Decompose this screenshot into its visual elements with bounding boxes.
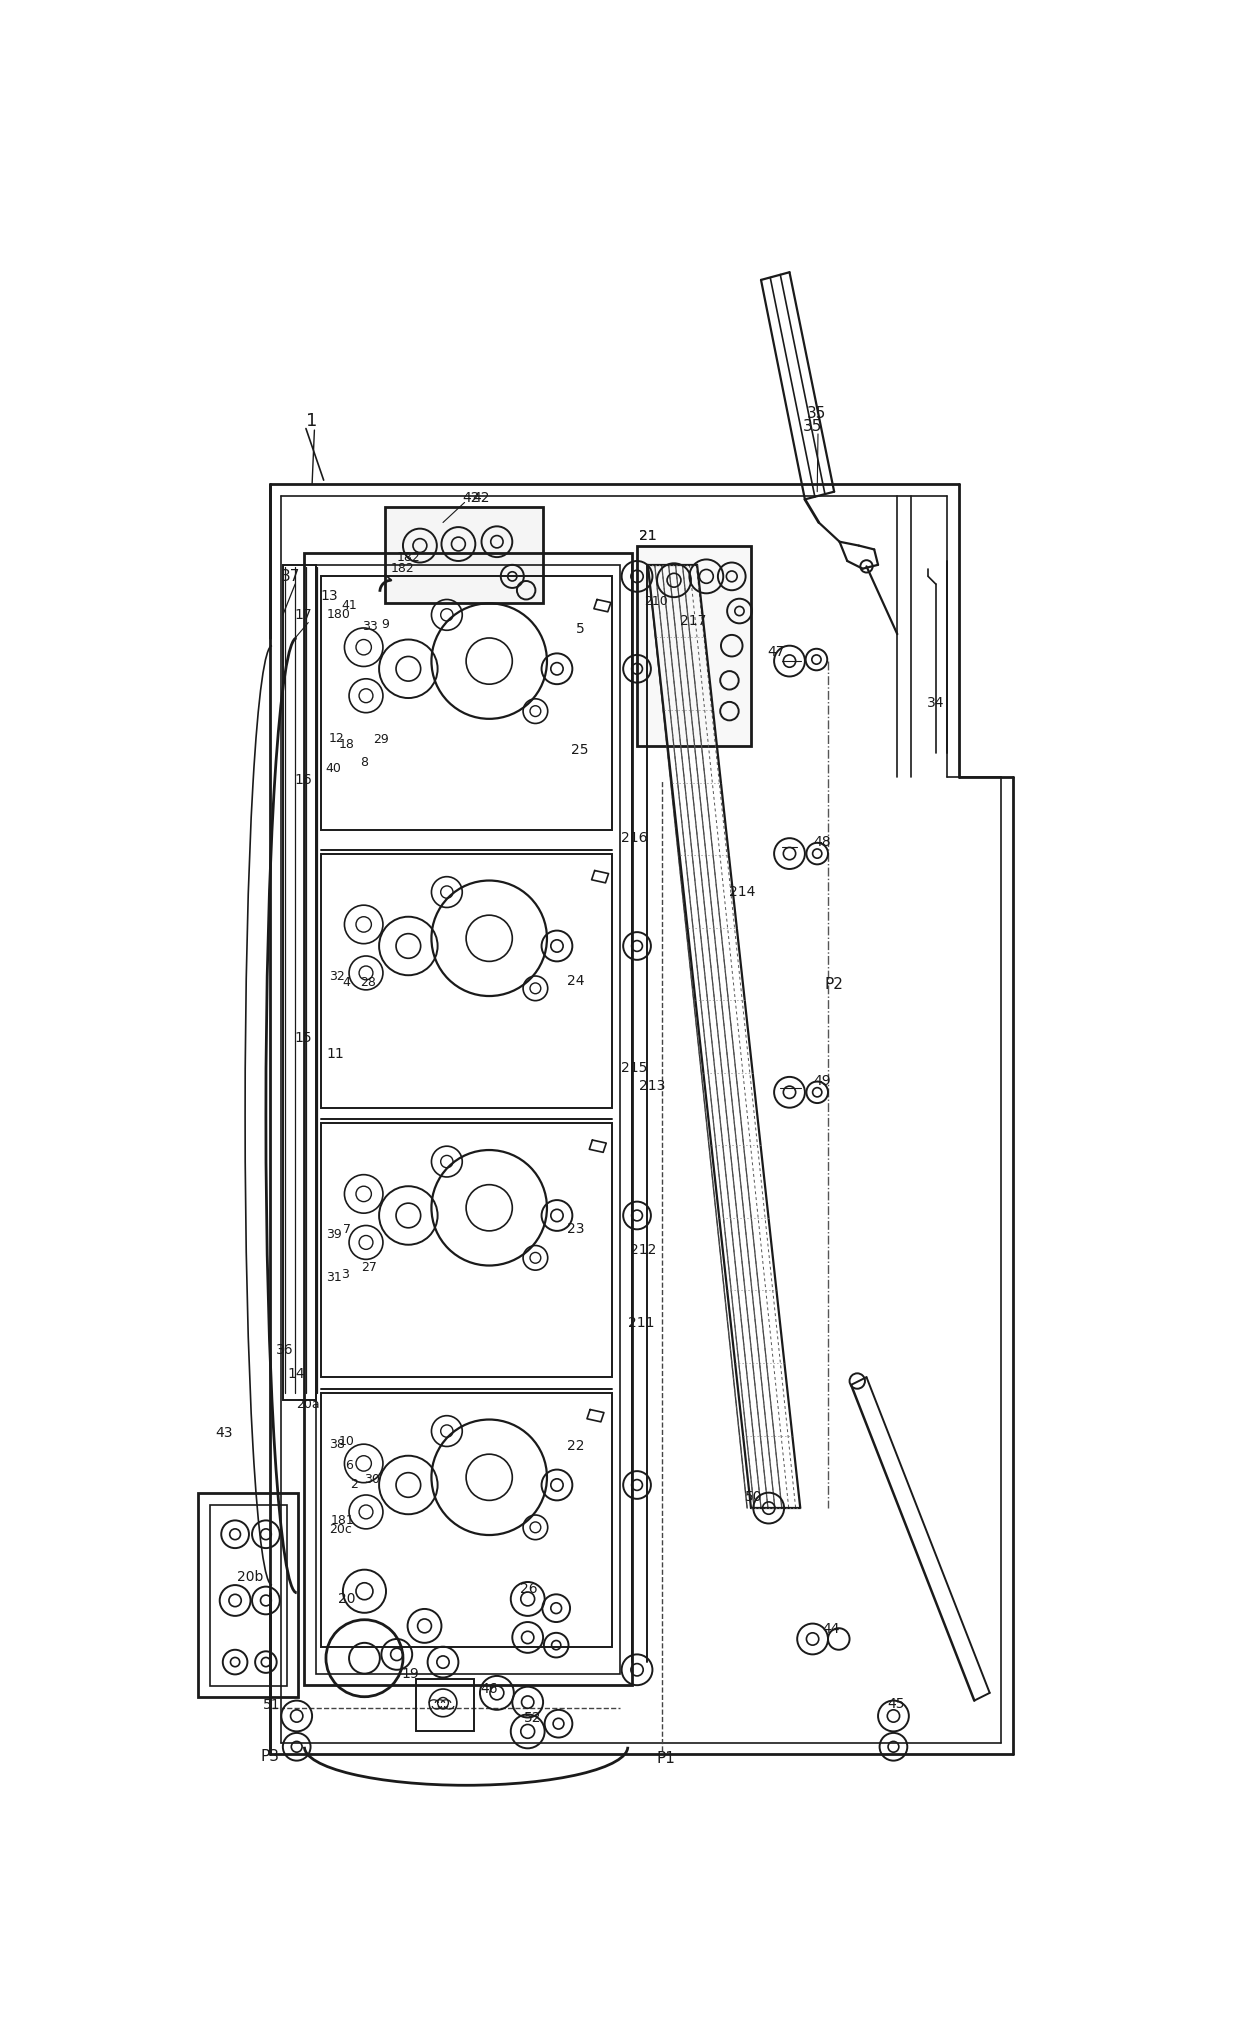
Text: 49: 49 — [813, 1073, 831, 1087]
Text: 181: 181 — [331, 1515, 355, 1527]
Text: 37: 37 — [280, 568, 300, 585]
Text: 20b: 20b — [237, 1570, 264, 1584]
Bar — [321, 576, 613, 830]
Text: 16: 16 — [294, 773, 311, 787]
Text: 29: 29 — [373, 734, 389, 746]
Text: 41: 41 — [341, 599, 357, 611]
Bar — [304, 554, 631, 1684]
Text: 23: 23 — [568, 1222, 585, 1237]
Text: 212: 212 — [630, 1243, 656, 1257]
Bar — [316, 564, 620, 1674]
Text: 10: 10 — [339, 1435, 355, 1447]
Text: 5: 5 — [575, 621, 584, 636]
Text: 17: 17 — [294, 607, 311, 621]
Text: 33: 33 — [362, 619, 378, 634]
Text: 182: 182 — [397, 550, 420, 564]
Text: 36: 36 — [277, 1343, 294, 1357]
Text: 19: 19 — [402, 1666, 419, 1680]
Text: 42: 42 — [472, 491, 490, 505]
Text: 38: 38 — [329, 1439, 345, 1451]
Text: 21: 21 — [639, 529, 657, 544]
Text: 32: 32 — [329, 971, 345, 983]
Text: 42: 42 — [463, 491, 480, 505]
Text: 15: 15 — [294, 1032, 311, 1044]
Text: 47: 47 — [768, 644, 785, 658]
Bar — [386, 507, 543, 603]
Text: 27: 27 — [361, 1261, 377, 1273]
Text: 31: 31 — [326, 1271, 342, 1284]
Text: 9: 9 — [382, 617, 389, 632]
Text: 1: 1 — [306, 411, 317, 429]
Text: 35: 35 — [804, 419, 822, 433]
Text: 216: 216 — [621, 832, 647, 844]
Text: 20c: 20c — [329, 1523, 352, 1537]
Bar — [321, 1122, 613, 1378]
Text: 35: 35 — [807, 405, 826, 421]
Text: 40: 40 — [325, 762, 341, 775]
Text: 46: 46 — [480, 1682, 498, 1697]
Text: 182: 182 — [391, 562, 414, 574]
Text: P1: P1 — [657, 1752, 676, 1766]
Text: P2: P2 — [825, 977, 843, 991]
Text: 12: 12 — [329, 732, 345, 744]
Text: 24: 24 — [568, 973, 585, 987]
Text: 11: 11 — [326, 1047, 343, 1061]
Text: 213: 213 — [640, 1079, 666, 1094]
Text: 214: 214 — [729, 885, 755, 899]
Text: 18: 18 — [339, 738, 355, 750]
Bar — [637, 546, 751, 746]
Text: 50: 50 — [744, 1490, 763, 1504]
Text: 39: 39 — [326, 1228, 342, 1241]
Text: 211: 211 — [627, 1316, 655, 1331]
Text: 30: 30 — [365, 1474, 381, 1486]
Text: 28: 28 — [361, 977, 376, 989]
Text: 43: 43 — [216, 1425, 233, 1439]
Text: 22: 22 — [568, 1439, 585, 1453]
Bar — [211, 1504, 288, 1686]
Text: 14: 14 — [288, 1367, 305, 1382]
Text: 215: 215 — [621, 1061, 647, 1075]
Bar — [417, 1678, 474, 1731]
Bar — [321, 854, 613, 1108]
Text: 217: 217 — [680, 613, 707, 628]
Text: 45: 45 — [887, 1697, 904, 1711]
Text: 6: 6 — [345, 1459, 353, 1472]
Bar — [283, 564, 316, 1400]
Text: 7: 7 — [342, 1222, 351, 1237]
Bar — [321, 1392, 613, 1647]
Bar — [198, 1492, 299, 1697]
Text: 20: 20 — [339, 1592, 356, 1607]
Text: P3: P3 — [260, 1748, 279, 1764]
Text: 8: 8 — [361, 756, 368, 769]
Text: 34: 34 — [928, 697, 945, 711]
Text: 44: 44 — [822, 1623, 839, 1635]
Text: 25: 25 — [572, 742, 589, 756]
Text: 2: 2 — [350, 1478, 357, 1492]
Text: 20a: 20a — [296, 1398, 320, 1410]
Text: 52: 52 — [525, 1711, 542, 1725]
Text: 210: 210 — [645, 595, 668, 609]
Text: 21: 21 — [639, 529, 657, 544]
Text: 3: 3 — [341, 1267, 350, 1280]
Text: 48: 48 — [813, 836, 831, 848]
Text: 4: 4 — [342, 977, 351, 989]
Text: 26: 26 — [521, 1582, 538, 1596]
Text: 13: 13 — [320, 589, 337, 603]
Text: 51: 51 — [263, 1699, 281, 1713]
Text: 180: 180 — [327, 609, 351, 621]
